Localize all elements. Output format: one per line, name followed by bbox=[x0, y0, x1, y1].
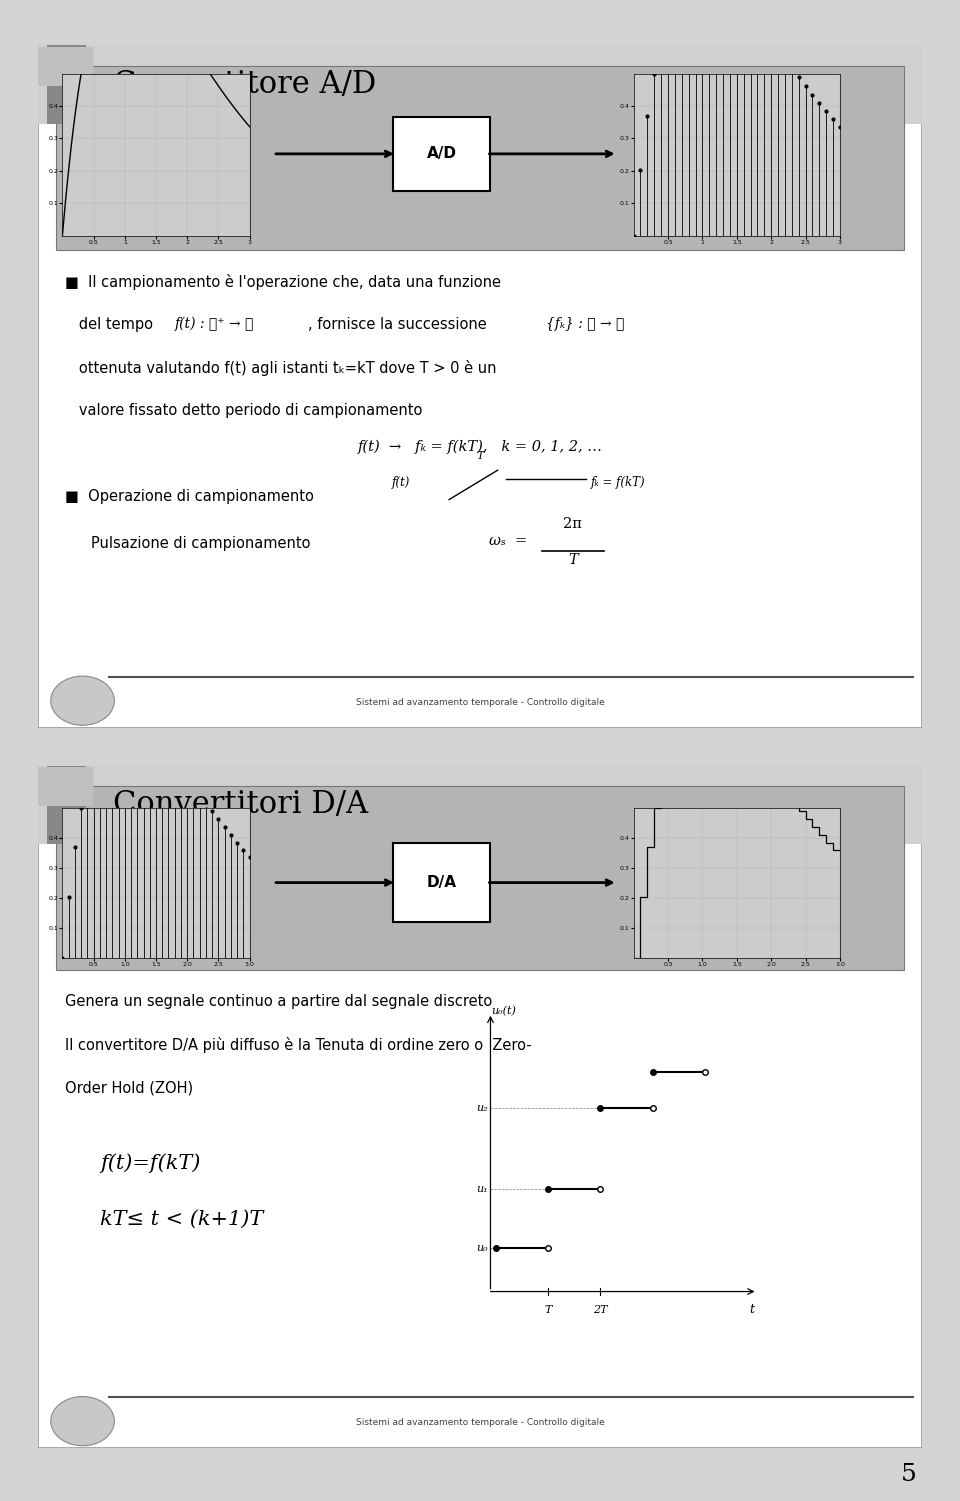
Text: Sistemi ad avanzamento temporale - Controllo digitale: Sistemi ad avanzamento temporale - Contr… bbox=[355, 1418, 605, 1427]
Text: ■  Operazione di campionamento: ■ Operazione di campionamento bbox=[65, 489, 314, 504]
Text: , fornisce la successione: , fornisce la successione bbox=[308, 317, 492, 332]
Text: D/A: D/A bbox=[426, 875, 457, 890]
Text: fₖ = f(kT): fₖ = f(kT) bbox=[590, 476, 645, 489]
Text: ■  Il campionamento è l'operazione che, data una funzione: ■ Il campionamento è l'operazione che, d… bbox=[65, 273, 501, 290]
Bar bbox=[56, 66, 904, 249]
Bar bbox=[38, 45, 922, 123]
Text: valore fissato detto periodo di campionamento: valore fissato detto periodo di campiona… bbox=[65, 402, 422, 417]
Text: Sistemi ad avanzamento temporale - Controllo digitale: Sistemi ad avanzamento temporale - Contr… bbox=[355, 698, 605, 707]
Text: Convertitore A/D: Convertitore A/D bbox=[113, 69, 376, 99]
Bar bbox=[47, 766, 86, 844]
Text: ottenuta valutando f(t) agli istanti tₖ=kT dove T > 0 è un: ottenuta valutando f(t) agli istanti tₖ=… bbox=[65, 360, 496, 375]
Text: u₀(t): u₀(t) bbox=[492, 1006, 516, 1016]
FancyBboxPatch shape bbox=[393, 842, 491, 923]
Text: u₁: u₁ bbox=[476, 1184, 488, 1193]
Circle shape bbox=[51, 675, 114, 725]
FancyBboxPatch shape bbox=[393, 117, 491, 191]
Text: T: T bbox=[544, 1304, 552, 1315]
Text: f(t)  →   fₖ = f(kT),   k = 0, 1, 2, …: f(t) → fₖ = f(kT), k = 0, 1, 2, … bbox=[357, 440, 603, 453]
Text: kT≤ t < (k+1)T: kT≤ t < (k+1)T bbox=[100, 1210, 263, 1228]
Text: Il convertitore D/A più diffuso è la Tenuta di ordine zero o  Zero-: Il convertitore D/A più diffuso è la Ten… bbox=[65, 1037, 532, 1054]
Text: Genera un segnale continuo a partire dal segnale discreto: Genera un segnale continuo a partire dal… bbox=[65, 994, 492, 1009]
Text: t: t bbox=[750, 1303, 755, 1316]
Bar bbox=[38, 47, 93, 86]
Text: ωₛ  =: ωₛ = bbox=[489, 534, 527, 548]
Text: T: T bbox=[568, 554, 578, 567]
Text: f(t): f(t) bbox=[392, 476, 410, 489]
Circle shape bbox=[51, 1396, 114, 1445]
Text: u₀: u₀ bbox=[476, 1243, 488, 1252]
Bar bbox=[38, 767, 93, 806]
Text: 5: 5 bbox=[900, 1463, 917, 1486]
Text: A/D: A/D bbox=[426, 147, 457, 161]
Bar bbox=[47, 45, 86, 123]
Text: Convertitori D/A: Convertitori D/A bbox=[113, 790, 369, 820]
Text: f(t)=f(kT): f(t)=f(kT) bbox=[100, 1153, 201, 1174]
Text: 2π: 2π bbox=[564, 518, 582, 531]
Bar bbox=[38, 766, 922, 844]
Text: 2T: 2T bbox=[593, 1304, 608, 1315]
Text: del tempo: del tempo bbox=[65, 317, 157, 332]
Text: {fₖ} : ℕ → ℝ: {fₖ} : ℕ → ℝ bbox=[546, 317, 625, 330]
Text: u₂: u₂ bbox=[476, 1103, 488, 1114]
Text: T: T bbox=[476, 450, 484, 461]
Bar bbox=[56, 787, 904, 971]
Text: Order Hold (ZOH): Order Hold (ZOH) bbox=[65, 1081, 193, 1096]
Text: Pulsazione di campionamento: Pulsazione di campionamento bbox=[91, 536, 311, 551]
Text: f(t) : ℝ⁺ → ℝ: f(t) : ℝ⁺ → ℝ bbox=[176, 317, 254, 332]
